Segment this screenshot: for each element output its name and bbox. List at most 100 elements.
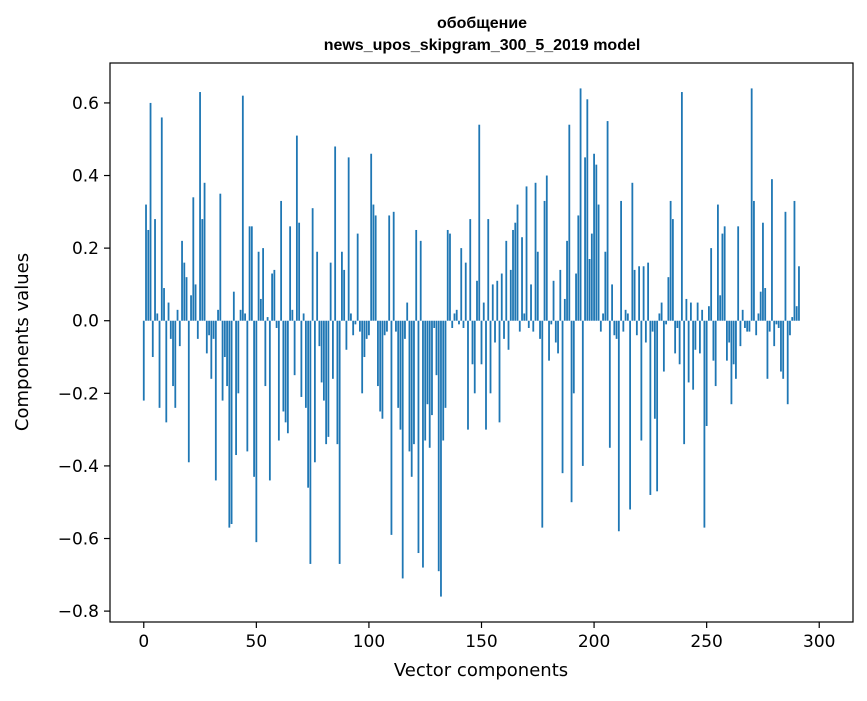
y-axis-label: Components values xyxy=(12,253,33,431)
bar-115 xyxy=(401,320,404,579)
bar-265 xyxy=(739,320,742,347)
bar-67 xyxy=(293,320,296,376)
bar-66 xyxy=(291,309,294,321)
bar-216 xyxy=(629,320,631,510)
bar-25 xyxy=(199,92,201,321)
bar-223 xyxy=(644,320,647,343)
bar-221 xyxy=(640,320,643,441)
bar-252 xyxy=(710,248,713,321)
x-tick-label-1: 50 xyxy=(246,632,268,652)
bar-8 xyxy=(160,117,163,321)
bar-192 xyxy=(575,273,577,321)
bar-194 xyxy=(579,88,582,321)
bar-41 xyxy=(235,320,237,456)
bar-209 xyxy=(613,320,616,336)
bar-24 xyxy=(196,320,199,339)
bar-59 xyxy=(275,320,278,328)
bar-125 xyxy=(424,320,427,441)
bar-47 xyxy=(248,226,251,321)
bar-268 xyxy=(746,320,749,332)
bar-64 xyxy=(286,320,289,434)
bar-153 xyxy=(487,219,490,321)
bar-155 xyxy=(491,284,494,321)
bar-57 xyxy=(271,273,274,321)
bar-117 xyxy=(406,302,409,321)
bar-180 xyxy=(548,320,550,361)
bar-40 xyxy=(232,291,235,321)
bar-51 xyxy=(257,251,260,321)
bar-76 xyxy=(313,320,316,463)
bar-134 xyxy=(444,320,447,408)
bar-133 xyxy=(442,320,445,441)
bar-48 xyxy=(250,226,253,321)
bar-167 xyxy=(518,320,521,332)
bar-145 xyxy=(469,219,472,321)
bar-282 xyxy=(777,320,780,328)
bar-54 xyxy=(264,320,267,387)
bar-181 xyxy=(550,320,553,325)
bar-166 xyxy=(516,204,519,321)
bar-123 xyxy=(419,240,422,321)
bar-156 xyxy=(494,320,496,343)
bar-256 xyxy=(719,295,722,321)
bar-132 xyxy=(440,320,442,597)
bar-30 xyxy=(210,320,213,379)
y-tick-label-6: 0.4 xyxy=(72,167,99,187)
bar-217 xyxy=(631,182,634,321)
bar-218 xyxy=(633,269,636,321)
bar-204 xyxy=(602,313,604,321)
x-tick-label-3: 150 xyxy=(465,632,497,652)
bar-39 xyxy=(230,320,233,524)
bar-257 xyxy=(721,233,724,321)
bar-56 xyxy=(268,320,271,481)
bar-205 xyxy=(604,251,607,321)
y-tick-label-0: −0.8 xyxy=(58,602,99,622)
bar-43 xyxy=(239,309,242,321)
bar-143 xyxy=(464,262,467,321)
bar-273 xyxy=(757,313,760,321)
bar-81 xyxy=(325,320,328,445)
bar-188 xyxy=(566,240,568,321)
x-tick-label-0: 0 xyxy=(138,632,149,652)
bar-291 xyxy=(798,266,800,321)
bar-73 xyxy=(307,320,310,488)
bar-234 xyxy=(669,200,672,321)
bar-214 xyxy=(624,309,627,321)
bar-201 xyxy=(595,164,598,321)
bar-159 xyxy=(500,273,503,321)
bar-182 xyxy=(552,280,555,321)
bar-185 xyxy=(559,269,562,321)
bar-230 xyxy=(660,302,663,321)
bar-86 xyxy=(336,320,339,445)
bar-210 xyxy=(615,320,618,339)
bar-131 xyxy=(437,320,440,572)
bar-277 xyxy=(766,320,769,379)
bar-289 xyxy=(793,200,796,321)
bar-63 xyxy=(284,320,287,423)
bar-111 xyxy=(392,211,395,321)
bars-group xyxy=(142,88,800,597)
bar-285 xyxy=(784,211,787,321)
bar-176 xyxy=(539,320,541,339)
bar-103 xyxy=(374,215,377,321)
bar-109 xyxy=(388,215,391,321)
bar-266 xyxy=(741,309,744,321)
x-tick-label-5: 250 xyxy=(690,632,722,652)
y-tick-label-7: 0.6 xyxy=(72,94,99,114)
x-tick-label-2: 100 xyxy=(353,632,385,652)
bar-263 xyxy=(735,320,737,379)
bar-92 xyxy=(350,313,352,321)
x-axis-label: Vector components xyxy=(394,660,568,681)
bar-28 xyxy=(205,320,208,354)
bar-246 xyxy=(696,302,699,321)
bar-99 xyxy=(365,320,368,339)
bar-114 xyxy=(399,320,402,430)
x-axis-ticks: 0 50 100 150 200 250 300 xyxy=(138,622,835,652)
bar-38 xyxy=(228,320,231,528)
bar-21 xyxy=(190,295,192,321)
bar-121 xyxy=(415,229,418,321)
bar-61 xyxy=(280,200,283,321)
bar-120 xyxy=(413,320,415,445)
bar-275 xyxy=(762,222,764,321)
